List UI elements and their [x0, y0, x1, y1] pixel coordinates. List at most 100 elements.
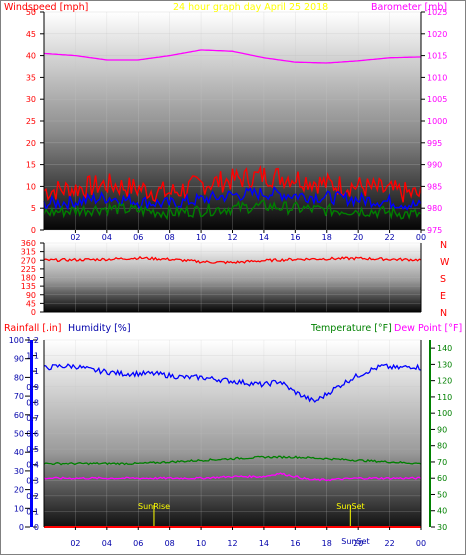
rain-tick-label: 0.8: [26, 398, 39, 407]
wind-tick-label: 10: [26, 182, 36, 191]
temperature-tick-label: 70: [437, 458, 447, 467]
wind-tick-label: 0: [31, 226, 36, 235]
temperature-axis-bar: [429, 340, 431, 527]
baro-axis-ticks: 975 980 985 990 995 1000 1005 1010 1015 1020 1025: [420, 8, 447, 235]
baro-tick-label: 995: [427, 139, 442, 148]
rain-tick-label: 0.9: [26, 383, 39, 392]
temperature-tick-label: 80: [437, 442, 447, 451]
baro-tick-label: 990: [427, 161, 442, 170]
climate-x-ticks: 02 04 06 08 10 12 14 16 18 20 22 00: [70, 527, 426, 548]
direction-tick-label: 225: [21, 265, 36, 274]
temperature-tick-label: 140: [437, 344, 452, 353]
compass-label: W: [440, 257, 450, 268]
x-tick-label: 12: [227, 539, 237, 548]
x-tick-label: 06: [133, 233, 143, 242]
direction-tick-label: 360: [21, 239, 36, 248]
wind-low-line: [43, 199, 422, 221]
sunset-label-bottom: SunSet: [341, 537, 369, 546]
compass-label: N: [440, 240, 447, 251]
x-tick-label: 06: [133, 539, 143, 548]
temperature-tick-label: 60: [437, 474, 447, 483]
direction-series: [43, 255, 422, 265]
temperature-tick-label: 130: [437, 360, 452, 369]
compass-label: N: [440, 308, 447, 319]
wind-tick-label: 30: [26, 95, 36, 104]
x-tick-label: 20: [353, 233, 363, 242]
temperature-axis-ticks: 30 40 50 60 70 80 90 100 110 120 130 140: [43, 340, 452, 532]
humidity-tick-label: 70: [14, 392, 24, 401]
wind-direction-line: [43, 255, 422, 265]
wind-tick-label: 40: [26, 52, 36, 61]
rain-tick-label: 0.1: [26, 507, 39, 516]
temperature-tick-label: 120: [437, 377, 452, 386]
humidity-axis-title: Humidity [%]: [68, 323, 131, 334]
baro-tick-label: 1015: [427, 52, 447, 61]
wind-tick-label: 25: [26, 117, 36, 126]
x-tick-label: 12: [227, 233, 237, 242]
x-tick-label: 16: [290, 539, 300, 548]
x-tick-label: 22: [384, 539, 394, 548]
humidity-tick-label: 60: [14, 411, 24, 420]
wind-axis-title: Windspeed [mph]: [4, 2, 88, 13]
humidity-tick-label: 100: [9, 336, 24, 345]
chart-title: 24 hour graph day April 25 2018: [173, 2, 328, 13]
x-tick-label: 02: [70, 233, 80, 242]
x-tick-label: 10: [196, 233, 206, 242]
humidity-tick-label: 90: [14, 355, 24, 364]
sunrise-label: SunRise: [138, 502, 170, 511]
temperature-tick-label: 100: [437, 409, 452, 418]
sunset-label: SunSet: [336, 502, 364, 511]
wind-tick-label: 5: [31, 204, 36, 213]
direction-tick-label: 90: [26, 291, 36, 300]
x-tick-label: 04: [102, 539, 112, 548]
direction-tick-label: 270: [21, 256, 36, 265]
rain-tick-label: 0: [34, 523, 39, 532]
wind-average-line: [43, 185, 422, 212]
baro-tick-label: 985: [427, 182, 442, 191]
x-tick-label: 04: [102, 233, 112, 242]
humidity-tick-label: 30: [14, 467, 24, 476]
rain-tick-label: 0.6: [26, 430, 39, 439]
baro-tick-label: 1020: [427, 30, 447, 39]
baro-tick-label: 1005: [427, 95, 447, 104]
temperature-line: [43, 455, 422, 466]
x-tick-label: 08: [165, 539, 175, 548]
humidity-tick-label: 50: [14, 430, 24, 439]
rain-tick-label: 0.4: [26, 461, 39, 470]
humidity-line: [43, 363, 422, 403]
rain-axis-ticks: 0 0.1 0.2 0.3 0.4 0.5 0.6 0.7 0.8 0.9 1 1.1 1.2: [26, 336, 39, 532]
direction-tick-label: 135: [21, 282, 36, 291]
wind-tick-label: 35: [26, 73, 36, 82]
x-tick-label: 20: [353, 539, 363, 548]
rain-tick-label: 1.1: [26, 352, 39, 361]
wind-x-ticks: 02 04 06 08 10 12 14 16 18 20 22 00: [70, 230, 426, 242]
x-tick-label: 14: [259, 233, 269, 242]
temperature-tick-label: 50: [437, 490, 447, 499]
humidity-tick-label: 40: [14, 448, 24, 457]
wind-series: [43, 49, 422, 221]
temperature-tick-label: 110: [437, 393, 452, 402]
wind-tick-label: 45: [26, 30, 36, 39]
x-tick-label: 18: [322, 233, 332, 242]
baro-tick-label: 980: [427, 204, 442, 213]
rain-axis-bar: [30, 340, 33, 527]
direction-tick-label: 45: [26, 299, 36, 308]
direction-tick-label: 180: [21, 274, 36, 283]
x-tick-label: 22: [384, 233, 394, 242]
direction-panel: [44, 243, 421, 312]
baro-tick-label: 1010: [427, 73, 447, 82]
x-tick-label: 14: [259, 539, 269, 548]
compass-label: S: [440, 274, 446, 285]
x-tick-label: 18: [322, 539, 332, 548]
compass-label: E: [440, 291, 446, 302]
x-tick-label: 00: [416, 539, 426, 548]
x-tick-label: 16: [290, 233, 300, 242]
rain-axis-title: Rainfall [.in]: [4, 323, 61, 334]
x-tick-label: 02: [70, 539, 80, 548]
direction-tick-label: 0: [31, 308, 36, 317]
temperature-axis-title: Temperature [°F]: [310, 323, 392, 334]
